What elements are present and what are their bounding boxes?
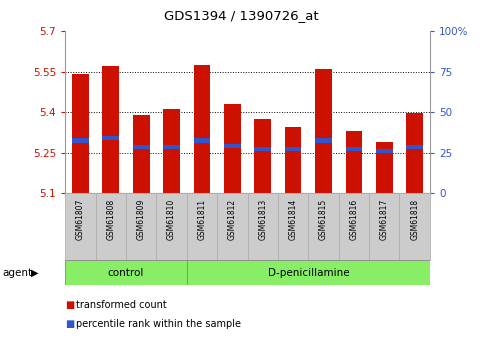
Text: ■: ■ <box>65 300 74 310</box>
Bar <box>248 193 278 260</box>
Bar <box>133 145 150 149</box>
Text: GSM61814: GSM61814 <box>289 199 298 240</box>
Bar <box>406 145 423 149</box>
Bar <box>255 147 271 151</box>
Bar <box>102 66 119 193</box>
Bar <box>72 138 89 142</box>
Bar <box>194 65 210 193</box>
Bar <box>345 147 362 151</box>
Text: GSM61818: GSM61818 <box>410 199 419 240</box>
Text: GSM61808: GSM61808 <box>106 199 115 240</box>
Bar <box>133 115 150 193</box>
Text: ▶: ▶ <box>31 268 39 277</box>
Text: GSM61812: GSM61812 <box>228 199 237 240</box>
Bar <box>156 193 187 260</box>
Bar <box>406 114 423 193</box>
Bar <box>102 136 119 140</box>
Text: GSM61813: GSM61813 <box>258 199 267 240</box>
Text: GSM61811: GSM61811 <box>198 199 206 240</box>
Bar <box>308 193 339 260</box>
Bar <box>126 193 156 260</box>
Bar <box>194 138 210 142</box>
Text: GDS1394 / 1390726_at: GDS1394 / 1390726_at <box>164 9 319 22</box>
Text: percentile rank within the sample: percentile rank within the sample <box>76 319 242 329</box>
Bar <box>163 145 180 149</box>
Bar <box>399 193 430 260</box>
Bar <box>96 193 126 260</box>
Bar <box>376 142 393 193</box>
Bar <box>345 131 362 193</box>
Bar <box>376 149 393 153</box>
Bar <box>255 119 271 193</box>
Bar <box>187 260 430 285</box>
Bar <box>163 109 180 193</box>
Text: GSM61807: GSM61807 <box>76 199 85 240</box>
Bar <box>285 127 301 193</box>
Text: ■: ■ <box>65 319 74 329</box>
Bar <box>278 193 308 260</box>
Text: GSM61809: GSM61809 <box>137 199 146 240</box>
Bar <box>65 193 96 260</box>
Text: GSM61817: GSM61817 <box>380 199 389 240</box>
Bar <box>72 74 89 193</box>
Bar <box>187 193 217 260</box>
Bar <box>315 138 332 142</box>
Bar <box>369 193 399 260</box>
Text: GSM61810: GSM61810 <box>167 199 176 240</box>
Text: GSM61815: GSM61815 <box>319 199 328 240</box>
Text: agent: agent <box>2 268 32 277</box>
Text: D-penicillamine: D-penicillamine <box>268 268 349 277</box>
Bar <box>65 260 187 285</box>
Bar <box>315 69 332 193</box>
Bar <box>339 193 369 260</box>
Text: transformed count: transformed count <box>76 300 167 310</box>
Bar <box>224 104 241 193</box>
Text: control: control <box>108 268 144 277</box>
Text: GSM61816: GSM61816 <box>349 199 358 240</box>
Bar <box>285 147 301 151</box>
Bar <box>224 144 241 148</box>
Bar <box>217 193 248 260</box>
